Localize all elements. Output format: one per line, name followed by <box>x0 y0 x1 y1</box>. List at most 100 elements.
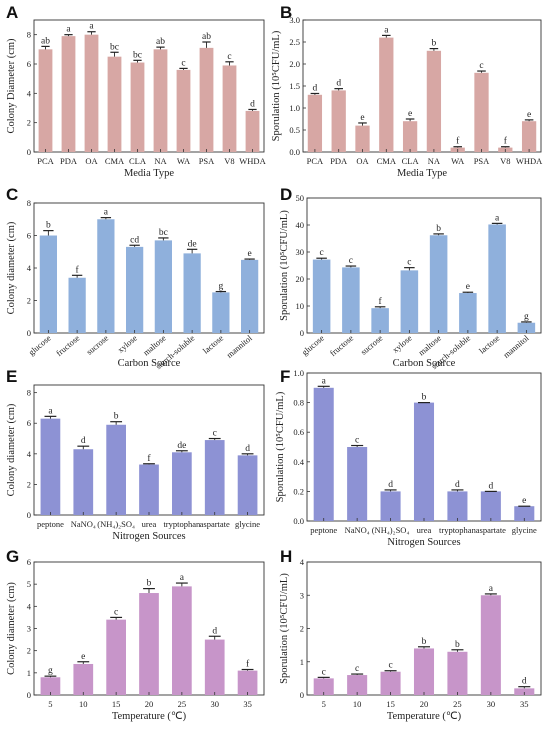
significance-letter: c <box>355 664 359 674</box>
y-tick-label: 2 <box>27 118 31 128</box>
bar <box>153 49 168 153</box>
y-tick-label: 6 <box>27 557 31 567</box>
y-tick-label: 40 <box>296 220 305 230</box>
significance-letter: g <box>219 282 224 292</box>
x-tick-label: sucrose <box>358 333 384 357</box>
panel-letter: C <box>6 185 18 204</box>
significance-letter: de <box>177 441 186 451</box>
x-tick-label: PDA <box>60 156 78 166</box>
x-tick-label: mannitol <box>224 332 254 359</box>
significance-letter: cd <box>130 235 139 245</box>
panel-h: H 0 1 2 3 4 Sporulation (10⁵CFU/mL) c 5 c 10 c 15 b 20… <box>279 547 542 722</box>
significance-letter: e <box>527 110 531 120</box>
bar <box>355 125 370 152</box>
x-tick-label: PSA <box>199 156 215 166</box>
bar <box>480 595 501 695</box>
significance-letter: b <box>422 637 427 647</box>
panel-b: B 0.0 0.5 1.0 1.5 2.0 2.5 3.0 Sporulation (10⁵CF… <box>271 3 543 179</box>
x-tick-label: aspartate <box>200 519 230 529</box>
significance-letter: d <box>388 480 393 490</box>
bar <box>237 670 258 695</box>
bar <box>126 246 144 333</box>
x-tick-label: 5 <box>322 699 326 709</box>
significance-letter: c <box>349 256 353 266</box>
y-tick-label: 1.5 <box>289 81 300 91</box>
significance-letter: a <box>322 376 327 386</box>
significance-letter: ab <box>41 36 50 46</box>
bar <box>73 449 94 515</box>
significance-letter: b <box>432 39 437 49</box>
bar <box>402 121 418 152</box>
panel-letter: A <box>6 3 18 22</box>
y-tick-label: 2 <box>27 296 31 306</box>
y-tick-label: 4 <box>27 601 32 611</box>
x-tick-label: aspartate <box>476 525 506 535</box>
x-tick-label: tryptophan <box>439 525 477 535</box>
bar <box>488 224 506 333</box>
significance-letter: d <box>488 481 493 491</box>
x-tick-label: PCA <box>37 156 54 166</box>
y-tick-label: 8 <box>27 388 31 398</box>
significance-letter: d <box>455 480 460 490</box>
y-tick-label: 8 <box>27 198 31 208</box>
bar <box>307 94 323 152</box>
significance-letter: d <box>313 83 318 93</box>
bar <box>73 663 94 695</box>
x-tick-label: CLA <box>402 156 420 166</box>
panel-letter: E <box>6 367 17 386</box>
significance-letter: e <box>408 109 412 119</box>
significance-letter: c <box>114 607 118 617</box>
y-tick-label: 1 <box>300 657 304 667</box>
bar <box>514 506 535 521</box>
x-axis-title: Media Type <box>397 168 447 179</box>
bar <box>199 47 214 152</box>
x-tick-label: OA <box>85 156 98 166</box>
y-axis-title: Colony Diameter (cm) <box>6 38 17 134</box>
bar <box>176 69 191 152</box>
y-tick-label: 1 <box>27 668 31 678</box>
significance-letter: c <box>322 667 326 677</box>
x-axis-title: Carbon Source <box>393 358 456 369</box>
panel-a: A 0 2 4 6 8 Colony Diameter (cm) ab PCA a PDA a OA bc… <box>6 3 267 179</box>
plot-frame <box>306 197 542 334</box>
bar <box>61 36 76 153</box>
bar <box>139 464 159 515</box>
bar <box>347 447 368 521</box>
x-axis-title: Media Type <box>124 168 174 179</box>
y-tick-label: 3.0 <box>289 15 300 25</box>
x-tick-label: xylose <box>115 333 139 355</box>
x-tick-label: 35 <box>520 699 529 709</box>
y-tick-label: 0 <box>27 690 31 700</box>
panel-letter: H <box>280 547 292 566</box>
bar <box>331 90 346 152</box>
significance-letter: f <box>76 264 80 275</box>
significance-letter: f <box>147 453 151 464</box>
plot-frame <box>33 19 265 153</box>
significance-letter: g <box>48 666 53 676</box>
significance-letter: d <box>212 626 217 636</box>
y-tick-label: 4 <box>27 88 32 98</box>
x-tick-label: lactose <box>201 333 226 356</box>
significance-letter: a <box>48 406 53 416</box>
y-tick-label: 20 <box>296 274 305 284</box>
bar <box>380 671 401 695</box>
y-tick-label: 30 <box>296 247 305 257</box>
y-tick-label: 6 <box>27 418 31 428</box>
bar <box>139 593 159 695</box>
x-tick-label: WA <box>177 156 191 166</box>
significance-letter: e <box>81 652 85 662</box>
bar <box>379 37 394 152</box>
bar <box>342 267 360 333</box>
x-tick-label: mannitol <box>501 332 531 359</box>
y-tick-label: 4 <box>300 557 305 567</box>
bar <box>245 110 260 152</box>
y-tick-label: 2.0 <box>289 59 300 69</box>
bar <box>106 619 126 695</box>
bar <box>68 277 86 333</box>
x-tick-label: urea <box>417 525 432 535</box>
x-tick-label: 10 <box>79 699 88 709</box>
significance-letter: d <box>336 79 341 89</box>
bar <box>313 678 334 695</box>
y-tick-label: 0.5 <box>289 125 300 135</box>
